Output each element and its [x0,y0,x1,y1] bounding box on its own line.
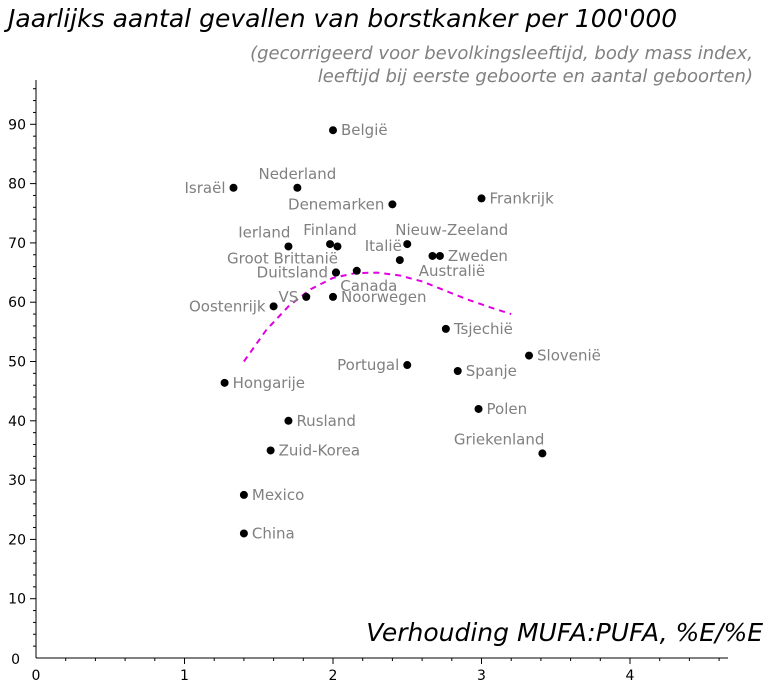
point-label: Canada [340,277,397,295]
data-point [239,529,248,538]
point-label: Duitsland [257,264,328,282]
data-point [239,490,248,499]
y-tick-label: 50 [8,355,26,371]
point-label: Ierland [238,223,290,241]
data-point [333,242,342,251]
point-label: Spanje [466,362,517,380]
data-point [441,324,450,333]
data-point [220,378,229,387]
point-label: Hongarije [233,374,305,392]
point-label: VS [278,288,298,306]
point-label: Polen [487,400,528,418]
data-point [474,404,483,413]
data-point [403,361,412,370]
chart-subtitle: (gecorrigeerd voor bevolkingsleeftijd, b… [250,43,753,87]
x-tick-label: 2 [329,668,338,684]
point-label: Oostenrijk [189,297,266,315]
data-point [302,292,311,301]
data-point [428,251,437,260]
data-point [453,366,462,375]
data-point [388,200,397,209]
y-tick-label: 10 [8,592,26,608]
point-label: Australië [419,262,485,280]
data-point [477,194,486,203]
point-label: Zuid-Korea [279,441,360,459]
trend-line [243,271,512,363]
data-point [538,449,547,458]
axes: 0 10 20 30 40 50 60 70 80 90 0 1 2 3 4 [8,80,728,684]
point-label: Frankrijk [490,189,555,207]
trend-line-group [243,271,512,363]
point-label: Groot Brittanië [227,250,338,268]
data-point [284,242,293,251]
point-label: Israël [185,179,226,197]
point-label: Tsjechië [453,320,513,338]
point-label: Slovenië [537,347,601,365]
y-tick-label: 80 [8,177,26,193]
data-point [352,266,361,275]
point-label: Nieuw-Zeeland [395,221,508,239]
y-tick-label: 40 [8,414,26,430]
x-axis-label: Verhouding MUFA:PUFA, %E/%E [366,618,763,647]
data-point [525,351,534,360]
points-group [220,126,547,538]
data-point [329,126,337,135]
y-tick-label: 90 [8,117,26,133]
point-label: Mexico [252,486,304,504]
data-point [403,240,412,249]
y-tick-label: 60 [8,295,26,311]
data-point [326,240,335,249]
x-tick-label: 4 [626,668,635,684]
y-tick-label: 30 [8,473,26,489]
y-tick-label: 70 [8,236,26,252]
data-point [331,268,340,277]
point-label: Zweden [448,247,508,265]
data-point [229,183,238,192]
x-tick-label: 1 [180,668,189,684]
data-point [266,446,275,455]
chart-title: Jaarlijks aantal gevallen van borstkanke… [8,4,678,33]
point-label: Griekenland [454,430,544,448]
point-label: Nederland [258,165,336,183]
x-tick-label: 0 [32,668,41,684]
point-label: België [341,121,388,139]
data-point [329,292,337,301]
point-label: Rusland [296,412,355,430]
y-tick-label: 0 [11,652,20,668]
point-label: Noorwegen [341,288,427,306]
data-point [269,302,278,311]
data-point [284,416,293,425]
point-label: China [252,524,295,542]
point-label: Denemarken [288,195,384,213]
y-tick-label: 20 [8,532,26,548]
x-tick-label: 3 [477,668,486,684]
point-label: Finland [303,221,357,239]
data-point [293,183,302,192]
data-point [435,251,444,260]
point-label: Italië [365,237,402,255]
point-label: Portugal [337,356,399,374]
point-labels-group: België Israël Nederland Frankrijk Denemarken… [185,121,601,542]
data-point [395,256,404,265]
